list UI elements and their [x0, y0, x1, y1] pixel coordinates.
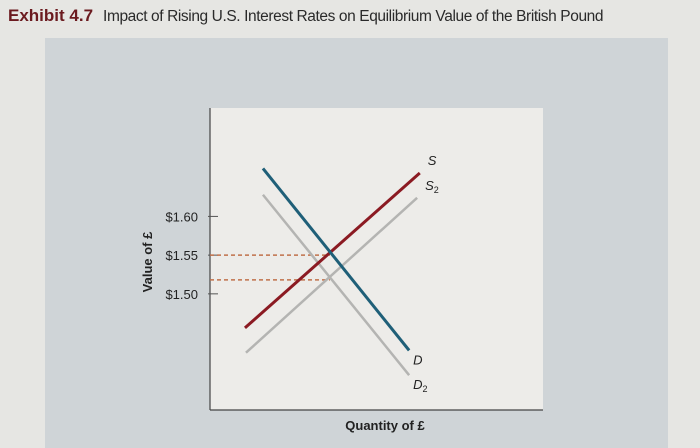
y-tick-label: $1.60 — [165, 209, 198, 224]
x-axis-label: Quantity of £ — [345, 418, 425, 433]
chart-title: Exhibit 4.7 Impact of Rising U.S. Interes… — [8, 6, 604, 26]
series-line-d2 — [261, 193, 411, 376]
y-tick-label: $1.50 — [165, 287, 198, 302]
series-label-s: S — [428, 153, 437, 168]
exhibit-number: Exhibit 4.7 — [8, 6, 94, 25]
series-line-s — [243, 171, 421, 330]
exhibit-title: Impact of Rising U.S. Interest Rates on … — [103, 8, 604, 25]
series-label-d: D — [413, 352, 422, 367]
y-axis-label: Value of £ — [140, 231, 155, 292]
series-line-d — [261, 167, 411, 352]
plot-area — [210, 108, 543, 410]
y-tick-label: $1.55 — [165, 248, 198, 263]
series-line-s2 — [245, 196, 418, 354]
